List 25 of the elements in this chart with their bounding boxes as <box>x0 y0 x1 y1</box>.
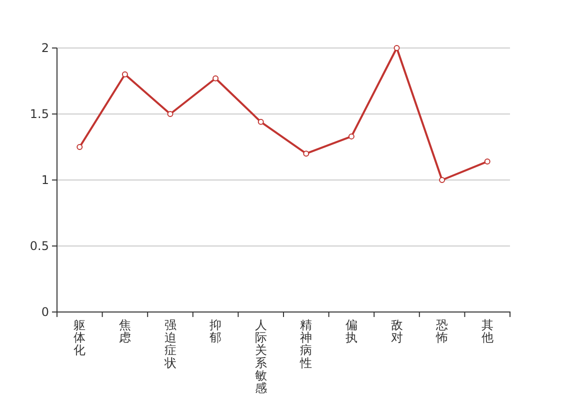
x-tick-label: 焦虑 <box>118 318 131 345</box>
y-tick-label: 0.5 <box>30 239 49 253</box>
x-tick-label: 强迫症状 <box>163 318 176 370</box>
point <box>167 111 174 117</box>
x-tick-label: 抑郁 <box>210 318 222 345</box>
x-tick-label: 精神病性 <box>299 318 312 370</box>
x-tick-label: 恐怖 <box>435 318 448 345</box>
y-tick-label: 1 <box>41 173 49 187</box>
x-tick-label: 其他 <box>481 318 494 345</box>
point <box>439 177 446 183</box>
point <box>258 118 264 125</box>
point <box>484 158 490 165</box>
x-tick-label: 躯体化 <box>74 318 86 358</box>
point <box>348 133 354 140</box>
x-tick-label: 人际关系敏感 <box>254 318 267 395</box>
point <box>122 71 128 78</box>
point <box>303 150 310 157</box>
point <box>394 45 400 51</box>
point <box>76 144 83 150</box>
y-tick-label: 1.5 <box>30 107 49 121</box>
y-tick-label: 2 <box>41 41 49 55</box>
x-tick-label: 偏执 <box>345 318 358 345</box>
x-tick-label: 敌对 <box>390 318 403 345</box>
y-tick-label: 0 <box>41 305 49 319</box>
point <box>212 75 219 82</box>
